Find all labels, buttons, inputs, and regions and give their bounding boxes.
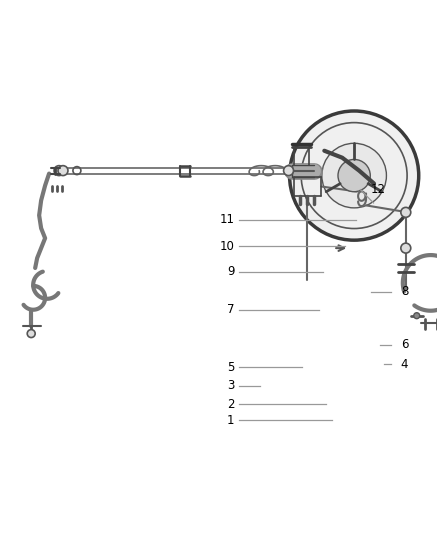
Text: 4: 4 [401,358,408,371]
Circle shape [54,166,64,175]
Text: 10: 10 [220,240,235,253]
Text: 12: 12 [371,183,385,196]
Text: 8: 8 [401,286,408,298]
Circle shape [401,243,411,253]
Circle shape [58,166,68,175]
Circle shape [401,207,411,217]
Text: 2: 2 [227,398,235,411]
Text: 5: 5 [227,361,235,374]
Circle shape [338,159,370,192]
Text: 3: 3 [227,379,235,392]
Circle shape [283,166,293,175]
Circle shape [27,329,35,337]
Circle shape [290,111,419,240]
Text: 11: 11 [219,213,235,227]
Circle shape [322,143,386,208]
Text: 1: 1 [227,414,235,426]
Circle shape [414,313,420,319]
Text: 6: 6 [401,338,408,351]
Text: 7: 7 [227,303,235,317]
Text: 9: 9 [227,265,235,278]
